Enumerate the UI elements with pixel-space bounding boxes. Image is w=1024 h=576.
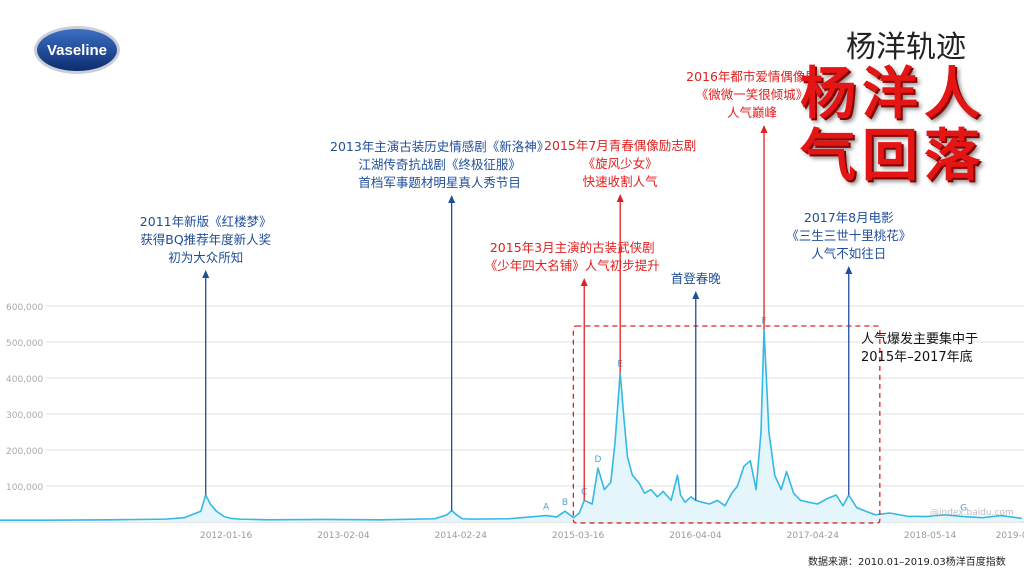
point-marker-label: D: [594, 455, 601, 465]
y-tick-label: 600,000: [6, 303, 43, 313]
x-tick-label: 2018-05-14: [904, 531, 957, 541]
data-source-note: 数据来源：2010.01–2019.03杨洋百度指数: [808, 557, 1006, 568]
annotation-label: 人气巅峰: [727, 105, 778, 120]
page-subtitle: 杨洋轨迹: [846, 30, 966, 65]
annotation-label: 2013年主演古装历史情感剧《新洛神》: [330, 139, 549, 154]
x-tick-label: 2014-02-24: [435, 531, 488, 541]
annotation-label: 初为大众所知: [168, 250, 243, 265]
annotation-label: 《少年四大名铺》人气初步提升: [485, 258, 660, 273]
x-tick-label: 2016-04-04: [669, 531, 722, 541]
series-line: [0, 328, 1022, 521]
y-tick-label: 400,000: [6, 375, 43, 385]
annotation-label: 2016年都市爱情偶像剧: [686, 69, 818, 84]
annotation-arrowhead: [760, 125, 768, 133]
annotation-label: 2011年新版《红楼梦》: [140, 214, 272, 229]
annotation-label: 快速收割人气: [583, 174, 659, 189]
x-tick-label: 2012-01-16: [200, 531, 253, 541]
annotation-label: 2015年7月青春偶像励志剧: [544, 138, 696, 153]
annotation-arrowhead: [692, 291, 700, 299]
vaseline-logo: Vaseline: [32, 24, 122, 76]
point-marker-label: B: [562, 498, 568, 508]
annotation-arrowhead: [845, 266, 853, 274]
y-tick-label: 500,000: [6, 339, 43, 349]
annotation-label: 获得BQ推荐年度新人奖: [140, 232, 271, 247]
annotation-label: 2017年8月电影: [804, 210, 894, 225]
annotation-label: 人气不如往日: [811, 246, 886, 261]
highlight-label: 人气爆发主要集中于: [861, 331, 978, 347]
annotation-label: 首登春晚: [671, 271, 722, 286]
y-tick-label: 100,000: [6, 483, 43, 493]
x-tick-label: 2015-03-16: [552, 531, 605, 541]
page-title-line2: 气回落: [800, 124, 986, 189]
annotation-label: 《旋风少女》: [583, 156, 658, 171]
watermark: @index.baidu.com: [930, 508, 1014, 518]
y-tick-label: 300,000: [6, 411, 43, 421]
page-title: 杨洋人 气回落: [800, 64, 1015, 188]
highlight-label: 2015年–2017年底: [861, 349, 973, 365]
x-tick-label: 2019-03-11: [996, 531, 1024, 541]
annotation-arrowhead: [616, 194, 624, 202]
annotation-arrowhead: [580, 278, 588, 286]
x-tick-label: 2013-02-04: [317, 531, 370, 541]
y-tick-label: 200,000: [6, 447, 43, 457]
highlight-box: [572, 325, 881, 524]
point-marker-label: G: [960, 504, 967, 514]
annotation-arrowhead: [202, 270, 210, 278]
point-marker-label: A: [543, 503, 550, 513]
series-area: [0, 329, 1022, 522]
page-title-line1: 杨洋人: [800, 62, 986, 127]
annotation-label: 首档军事题材明星真人秀节目: [358, 175, 521, 190]
annotation-label: 2015年3月主演的古装武侠剧: [490, 240, 655, 255]
annotation-label: 《微微一笑很倾城》: [696, 87, 809, 102]
annotation-arrowhead: [448, 195, 456, 203]
annotation-label: 《三生三世十里桃花》: [786, 228, 911, 243]
x-tick-label: 2017-04-24: [787, 531, 840, 541]
logo-text: Vaseline: [47, 42, 107, 59]
annotation-label: 江湖传奇抗战剧《终极征服》: [358, 157, 521, 172]
